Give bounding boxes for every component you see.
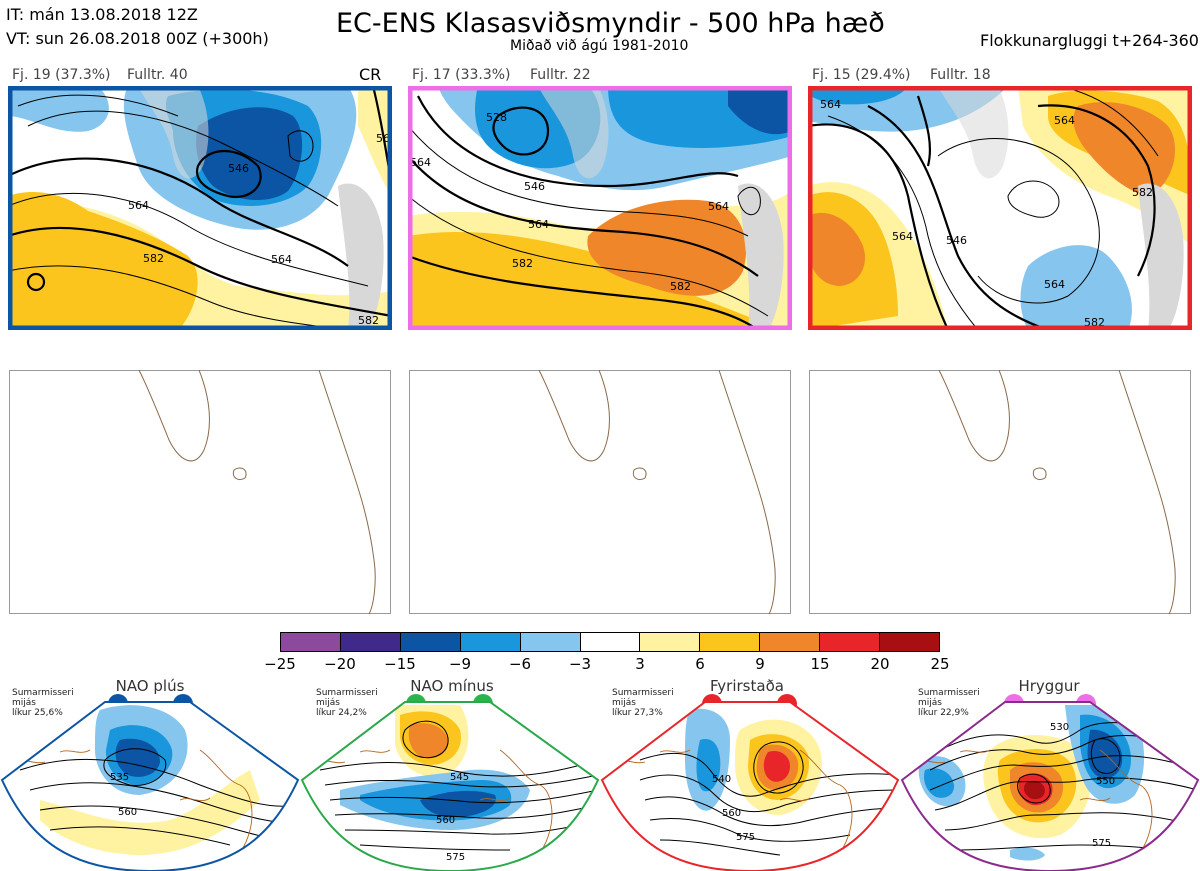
cluster-1-contour-label: 582 bbox=[143, 252, 164, 265]
cluster-2-fulltr: Fulltr. 22 bbox=[530, 67, 591, 83]
legend-tick: −6 bbox=[508, 655, 532, 673]
cluster-3-border bbox=[808, 86, 1192, 330]
regime-4-contour-label: 550 bbox=[1096, 776, 1115, 787]
legend-swatch bbox=[760, 633, 821, 651]
cluster-1-map: 546 564 582 564 564 582 bbox=[8, 86, 392, 330]
legend-tick: 6 bbox=[695, 655, 705, 673]
color-scale bbox=[280, 632, 940, 652]
cluster-3-contour-label: 546 bbox=[946, 234, 967, 247]
regime-2-note: Sumarmisseri mijás líkur 24,2% bbox=[316, 688, 378, 718]
regime-4-name: Hryggur bbox=[1018, 677, 1080, 695]
cluster-3-label: Fj. 15 (29.4%) bbox=[812, 67, 911, 83]
cluster-1-tag: CR bbox=[359, 65, 382, 84]
cluster-2-contour-label: 582 bbox=[670, 280, 691, 293]
cluster-1-contour-label: 582 bbox=[358, 314, 379, 327]
cluster-2-label: Fj. 17 (33.3%) bbox=[412, 67, 511, 83]
regime-4-map: 530 550 575 bbox=[900, 701, 1200, 871]
legend-swatch bbox=[520, 633, 581, 651]
cluster-1-contour-label: 564 bbox=[271, 253, 292, 266]
regime-4-contour-label: 530 bbox=[1050, 722, 1069, 733]
cluster-3-contour-label: 582 bbox=[1132, 186, 1153, 199]
cluster-2-contour-label: 546 bbox=[524, 180, 545, 193]
cluster-3-contour-label: 564 bbox=[820, 98, 841, 111]
legend-tick: 3 bbox=[635, 655, 645, 673]
cluster-1-border bbox=[8, 86, 392, 330]
regime-2-contour-label: 545 bbox=[450, 772, 469, 783]
legend-tick: 20 bbox=[870, 655, 890, 673]
regime-1-name: NAO plús bbox=[115, 677, 185, 695]
legend-tick: −3 bbox=[568, 655, 592, 673]
valid-time: VT: sun 26.08.2018 00Z (+300h) bbox=[6, 29, 269, 48]
cluster-2-contour-label: 564 bbox=[410, 156, 431, 169]
regime-1-map: 535 560 bbox=[0, 701, 300, 871]
regime-1-contour-label: 535 bbox=[110, 772, 129, 783]
initial-time: IT: mán 13.08.2018 12Z bbox=[6, 5, 198, 24]
legend-swatch bbox=[340, 633, 401, 651]
cluster-1-label: Fj. 19 (37.3%) bbox=[12, 67, 111, 83]
regime-3-map: 540 560 575 bbox=[600, 701, 900, 871]
empty-map-3 bbox=[809, 370, 1191, 614]
empty-map-2 bbox=[409, 370, 791, 614]
legend-tick: 25 bbox=[930, 655, 950, 673]
legend-swatch bbox=[281, 633, 341, 651]
cluster-1-fulltr: Fulltr. 40 bbox=[127, 67, 188, 83]
cluster-3-fulltr: Fulltr. 18 bbox=[930, 67, 991, 83]
legend-swatch bbox=[700, 633, 761, 651]
regime-4-note: Sumarmisseri mijás líkur 22,9% bbox=[918, 688, 980, 718]
legend-swatch bbox=[880, 633, 939, 651]
regime-2-contour-label: 560 bbox=[436, 815, 455, 826]
cluster-2-contour-label: 564 bbox=[528, 218, 549, 231]
cluster-2-map: 528 546 564 582 564 582 564 bbox=[408, 86, 792, 330]
cluster-2-contour-label: 528 bbox=[486, 111, 507, 124]
cluster-1-contour-label: 564 bbox=[128, 199, 149, 212]
cluster-3-contour-label: 564 bbox=[1044, 278, 1065, 291]
legend-tick: 9 bbox=[755, 655, 765, 673]
legend-swatch bbox=[400, 633, 461, 651]
cluster-2-contour-label: 582 bbox=[512, 257, 533, 270]
page-subtitle: Miðað við ágú 1981-2010 bbox=[510, 38, 689, 54]
regime-3-contour-label: 575 bbox=[736, 832, 755, 843]
clustering-window: Flokkunargluggi t+264-360 bbox=[980, 31, 1199, 50]
page-title: EC-ENS Klasasviðsmyndir - 500 hPa hæð bbox=[336, 8, 885, 39]
regime-3-contour-label: 540 bbox=[712, 774, 731, 785]
regime-2-contour-label: 575 bbox=[446, 852, 465, 863]
regime-2-name: NAO mínus bbox=[410, 677, 494, 695]
legend-swatch bbox=[460, 633, 521, 651]
legend-swatch bbox=[820, 633, 881, 651]
legend-tick: −20 bbox=[324, 655, 356, 673]
regime-1-note: Sumarmisseri mijás líkur 25,6% bbox=[12, 688, 74, 718]
cluster-3-contour-label: 564 bbox=[892, 230, 913, 243]
cluster-3-map: 564 564 546 564 582 582 564 bbox=[808, 86, 1192, 330]
regime-3-contour-label: 560 bbox=[722, 808, 741, 819]
regime-1-contour-label: 560 bbox=[118, 807, 137, 818]
regime-2-map: 545 560 575 bbox=[300, 701, 600, 871]
regime-3-name: Fyrirstaða bbox=[710, 677, 784, 695]
legend-swatch bbox=[580, 633, 641, 651]
legend-tick: 15 bbox=[810, 655, 830, 673]
empty-map-1 bbox=[9, 370, 391, 614]
cluster-2-border bbox=[408, 86, 792, 330]
cluster-1-contour-label: 546 bbox=[228, 162, 249, 175]
legend-tick: −9 bbox=[448, 655, 472, 673]
legend-swatch bbox=[640, 633, 701, 651]
cluster-2-contour-label: 564 bbox=[708, 200, 729, 213]
regime-3-note: Sumarmisseri mijás líkur 27,3% bbox=[612, 688, 674, 718]
regime-4-contour-label: 575 bbox=[1092, 838, 1111, 849]
legend-tick: −15 bbox=[384, 655, 416, 673]
legend-tick: −25 bbox=[264, 655, 296, 673]
cluster-3-contour-label: 564 bbox=[1054, 114, 1075, 127]
